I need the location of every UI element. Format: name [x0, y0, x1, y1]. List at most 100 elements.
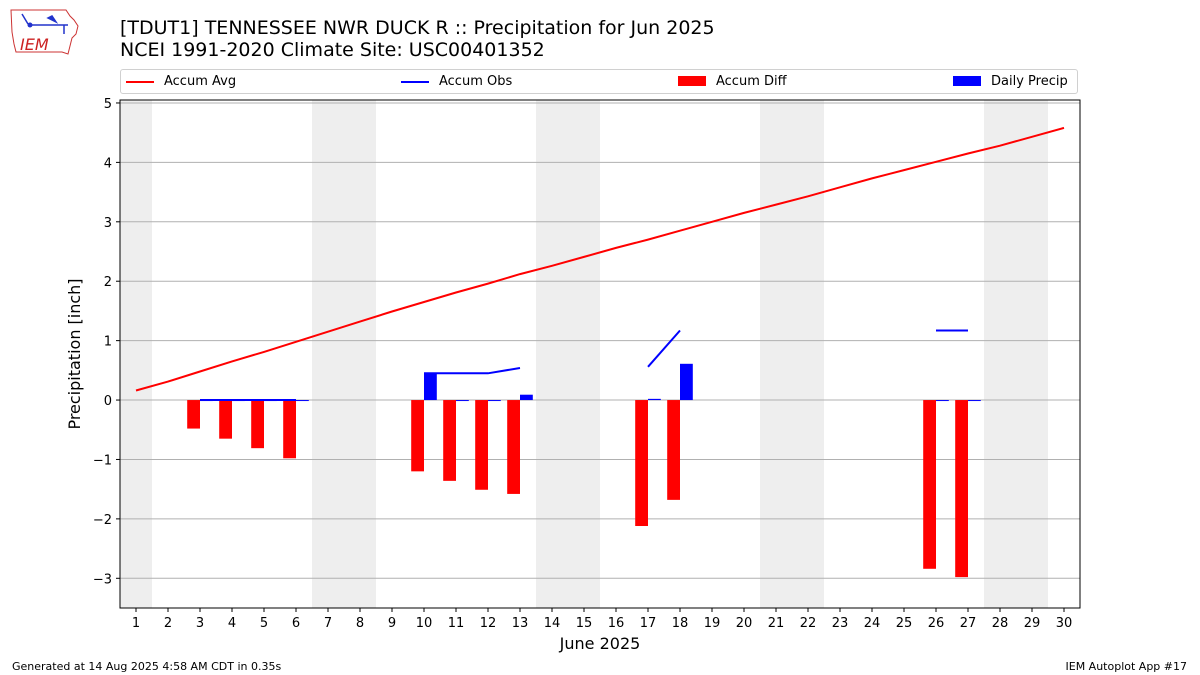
legend-item-accum-obs: Accum Obs	[401, 73, 601, 91]
legend-label: Daily Precip	[991, 74, 1068, 89]
x-tick-label: 2	[164, 616, 172, 631]
y-tick-label: 2	[104, 275, 112, 290]
accum-diff-bar	[923, 400, 936, 569]
legend-item-daily-precip: Daily Precip	[953, 73, 1078, 91]
y-tick-label: −2	[93, 513, 112, 528]
accum-obs-line	[424, 367, 521, 375]
weekend-band	[312, 100, 344, 608]
x-tick-label: 28	[992, 616, 1009, 631]
accum-diff-bar	[443, 400, 456, 481]
x-tick-label: 4	[228, 616, 236, 631]
accum-diff-bar	[635, 400, 648, 527]
x-tick-label: 7	[324, 616, 332, 631]
logo-text: IEM	[20, 35, 49, 54]
accum-diff-bar	[283, 400, 296, 459]
x-tick-label: 18	[672, 616, 689, 631]
bars	[187, 363, 981, 578]
x-tick-label: 24	[864, 616, 881, 631]
legend-item-accum-diff: Accum Diff	[678, 73, 878, 91]
weekend-band	[344, 100, 376, 608]
x-tick-label: 19	[704, 616, 721, 631]
footer-app: IEM Autoplot App #17	[1065, 660, 1188, 673]
daily-precip-bar	[968, 400, 981, 402]
wind-vane-icon	[21, 13, 68, 34]
weekend-band	[1016, 100, 1048, 608]
y-axis-label: Precipitation [inch]	[65, 278, 84, 429]
weekend-band	[984, 100, 1016, 608]
weekend-shading	[120, 100, 1048, 608]
iem-logo: IEM	[10, 9, 79, 55]
accum-diff-bar	[187, 400, 200, 429]
legend: Accum Avg Accum Obs Accum Diff Daily Pre…	[120, 69, 1078, 94]
daily-precip-bar	[520, 394, 533, 401]
accum-diff-bar	[219, 400, 232, 439]
daily-precip-bar	[648, 398, 661, 401]
x-tick-label: 12	[480, 616, 497, 631]
weekend-band	[120, 100, 152, 608]
legend-item-accum-avg: Accum Avg	[126, 73, 326, 91]
weekend-band	[792, 100, 824, 608]
legend-label: Accum Avg	[164, 74, 237, 89]
x-tick-label: 6	[292, 616, 300, 631]
x-tick-label: 11	[448, 616, 465, 631]
accum-diff-bar	[251, 400, 264, 449]
daily-precip-bar	[296, 400, 309, 402]
y-tick-label: −1	[93, 453, 112, 468]
daily-precip-bar	[936, 400, 949, 402]
x-tick-label: 14	[544, 616, 561, 631]
accum-obs-line	[647, 329, 681, 368]
x-tick-label: 17	[640, 616, 657, 631]
daily-precip-bar	[424, 373, 437, 401]
y-tick-label: 1	[104, 335, 112, 350]
x-tick-label: 9	[388, 616, 396, 631]
y-tick-label: 0	[104, 394, 112, 409]
y-tick-label: 5	[104, 97, 112, 112]
accum-diff-bar	[411, 400, 424, 472]
x-tick-label: 25	[896, 616, 913, 631]
legend-swatch-accum-diff	[678, 76, 706, 86]
x-ticks: 1 2 3 4 5 6 7 8 9 10 11 12 13 14 15 16 17 18 19 20 21 22 23 24 2…	[132, 608, 1072, 631]
iowa-outline-icon	[10, 9, 79, 55]
legend-swatch-accum-obs	[401, 81, 429, 83]
x-tick-label: 27	[960, 616, 977, 631]
weekend-band	[760, 100, 792, 608]
accum-diff-bar	[955, 400, 968, 578]
x-tick-label: 3	[196, 616, 204, 631]
accum-diff-bar	[667, 400, 680, 500]
x-tick-label: 15	[576, 616, 593, 631]
series-lines	[135, 126, 1065, 401]
legend-swatch-daily-precip	[953, 76, 981, 86]
accum-diff-bar	[475, 400, 488, 490]
x-tick-label: 10	[416, 616, 433, 631]
footer-generated: Generated at 14 Aug 2025 4:58 AM CDT in …	[12, 660, 282, 673]
x-tick-label: 23	[832, 616, 849, 631]
x-tick-label: 22	[800, 616, 817, 631]
y-tick-label: 3	[104, 216, 112, 231]
legend-label: Accum Diff	[716, 74, 787, 89]
weekend-band	[568, 100, 600, 608]
x-tick-label: 30	[1056, 616, 1073, 631]
plot-frame	[119, 99, 1081, 609]
daily-precip-bar	[456, 400, 469, 402]
accum-diff-bar	[507, 400, 520, 494]
x-tick-label: 5	[260, 616, 268, 631]
legend-label: Accum Obs	[439, 74, 513, 89]
x-tick-label: 13	[512, 616, 529, 631]
y-ticks: −3 −2 −1 0 1 2 3 4 5	[93, 97, 120, 587]
y-tick-label: 4	[104, 156, 112, 171]
x-tick-label: 1	[132, 616, 140, 631]
weekend-band	[536, 100, 568, 608]
daily-precip-bar	[680, 363, 693, 401]
title-line-2: NCEI 1991-2020 Climate Site: USC00401352	[120, 39, 545, 61]
title-line-1: [TDUT1] TENNESSEE NWR DUCK R :: Precipit…	[120, 17, 715, 39]
accum-avg-line	[135, 126, 1065, 392]
x-tick-label: 26	[928, 616, 945, 631]
x-tick-label: 16	[608, 616, 625, 631]
x-tick-label: 20	[736, 616, 753, 631]
daily-precip-bar	[488, 400, 501, 402]
x-axis-label: June 2025	[559, 634, 641, 653]
y-tick-label: −3	[93, 572, 112, 587]
grid-lines	[120, 102, 1080, 579]
chart-title: [TDUT1] TENNESSEE NWR DUCK R :: Precipit…	[120, 17, 715, 61]
